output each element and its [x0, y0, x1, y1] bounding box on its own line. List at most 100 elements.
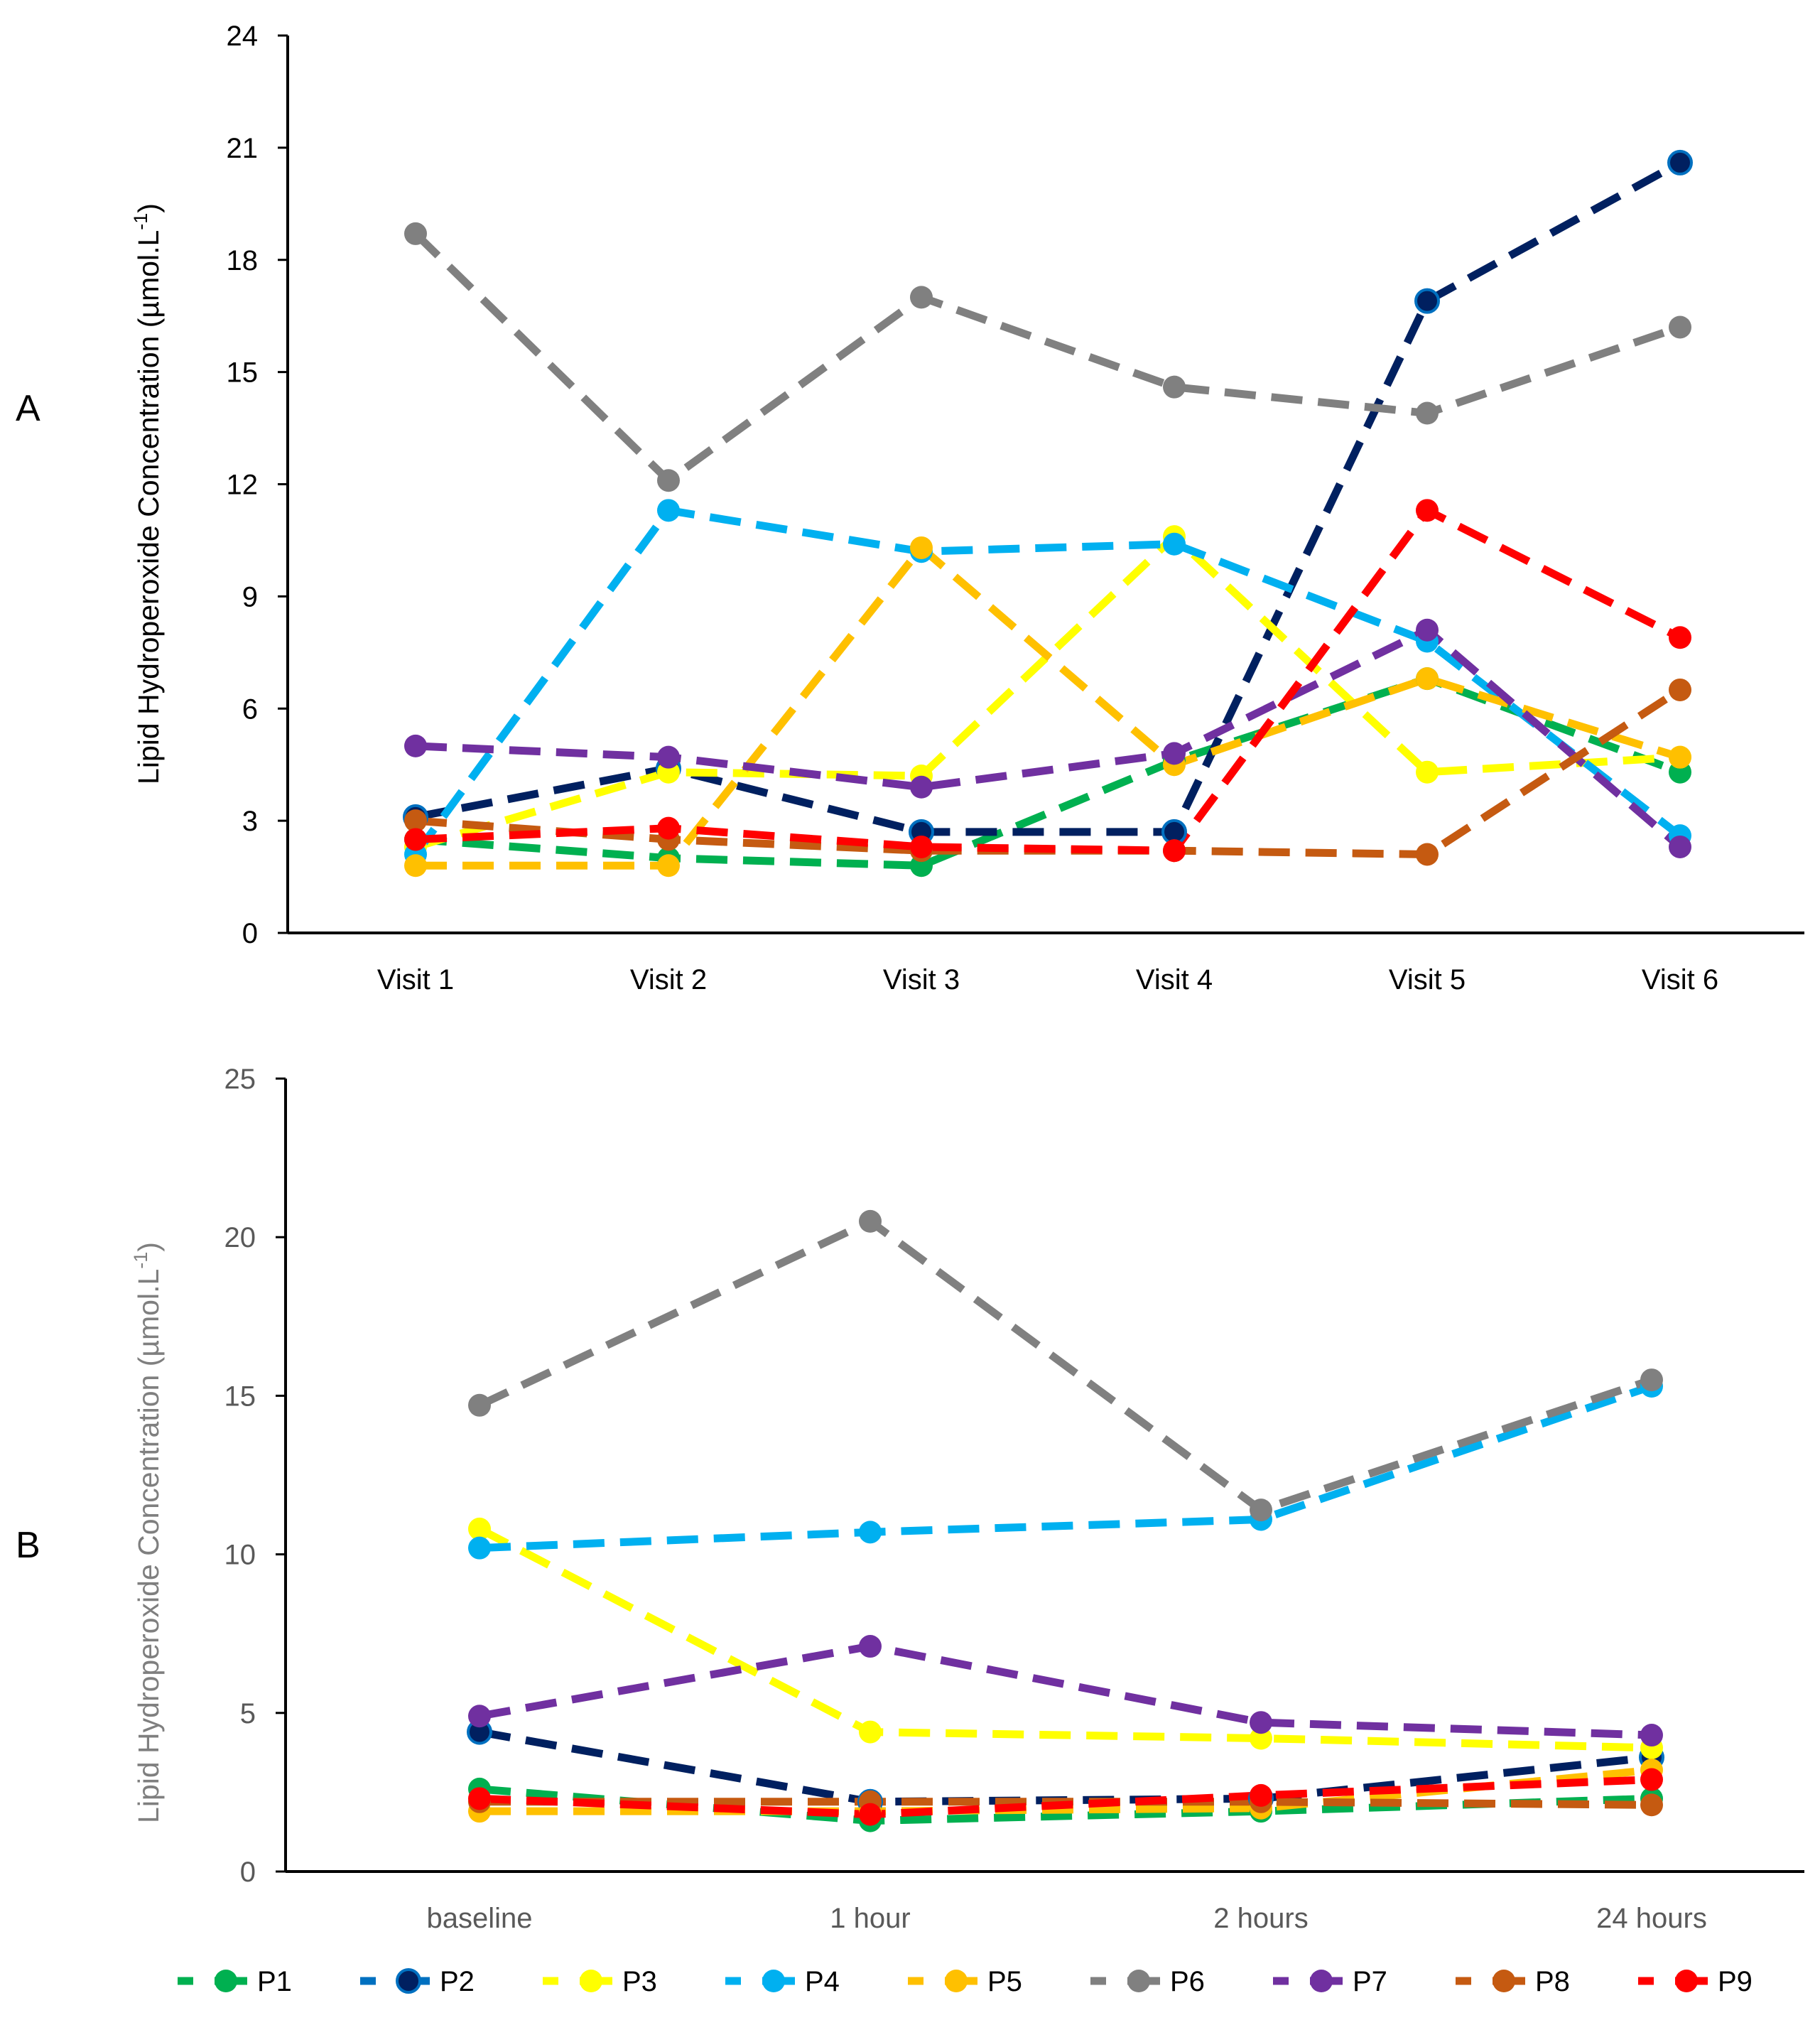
panel-b-point-p7	[1250, 1711, 1272, 1734]
panel-a-point-p8	[1669, 678, 1691, 701]
panel-a-point-p5	[404, 854, 427, 878]
panel-b-series-line-p6	[477, 1217, 1653, 1514]
panel-a-point-p6	[404, 222, 427, 245]
panel-a-point-p7	[910, 775, 933, 799]
panel-a-y-tick-label: 24	[227, 21, 259, 52]
panel-a-x-tick-label: Visit 6	[1642, 964, 1718, 995]
legend-label: P9	[1718, 1966, 1753, 1997]
legend-label: P2	[440, 1966, 475, 1997]
panel-a-point-p7	[1669, 835, 1691, 858]
panel-a-point-p9	[910, 835, 933, 858]
panel-a-series-line-p6	[413, 230, 1681, 485]
panel-b-y-tick-label: 15	[224, 1381, 256, 1412]
panel-a-series-line-p9	[415, 506, 1682, 855]
legend-label: P8	[1535, 1966, 1570, 1997]
panel-a-point-p8	[404, 809, 427, 833]
panel-b-point-p7	[859, 1635, 882, 1658]
panel-a-axes: 0 3 6 9 12 15 18 21 24 Visit 1 Visit 2 Visit 3 Visit…	[227, 21, 1804, 995]
panel-a-y-tick-label: 15	[227, 357, 259, 389]
legend-marker	[762, 1970, 785, 1992]
panel-b-point-p7	[468, 1705, 491, 1728]
panel-b-series-line-p7	[479, 1642, 1652, 1739]
panel-a-point-p7	[657, 745, 680, 769]
legend: P1 P2 P3 P4 P5 P6 P7 P8 P9	[178, 1966, 1753, 1997]
panel-a-point-p9	[1163, 839, 1186, 863]
panel-a-x-tick-label: Visit 2	[630, 964, 707, 995]
panel-b-point-p9	[859, 1803, 882, 1826]
panel-a-point-p2	[1667, 149, 1693, 176]
panel-b-y-tick-label: 25	[224, 1064, 256, 1095]
panel-b-series-line-p5	[480, 1766, 1652, 1815]
panel-b-label: B	[16, 1525, 40, 1566]
panel-a-markers	[403, 149, 1693, 878]
legend-entry-p7: P7	[1273, 1966, 1387, 1997]
panel-a-point-p9	[657, 816, 680, 840]
panel-a-point-p5	[657, 854, 680, 878]
panel-b: B 0 5 10 15 20 25 baseline 1 hour 2 hours 24 hour…	[16, 1064, 1804, 1934]
panel-a-point-p4	[1163, 532, 1186, 556]
legend-entry-p5: P5	[908, 1966, 1022, 1997]
panel-b-point-p8	[1640, 1793, 1663, 1817]
panel-b-point-p3	[859, 1720, 882, 1744]
legend-entry-p8: P8	[1456, 1966, 1570, 1997]
legend-label: P6	[1170, 1966, 1205, 1997]
panel-b-point-p4	[859, 1521, 882, 1544]
panel-b-y-axis-title: Lipid Hydroperoxide Concentration (µmol.…	[130, 1242, 165, 1823]
panel-b-axes: 0 5 10 15 20 25 baseline 1 hour 2 hours 24 hours	[224, 1064, 1804, 1934]
panel-b-x-tick-label: 1 hour	[830, 1903, 910, 1934]
panel-b-point-p4	[468, 1536, 491, 1560]
panel-a: A 0 3 6 9 12 15 18 21 24 Visit 1 Visit 2 Visit 3 Vis…	[16, 21, 1804, 995]
legend-marker	[1493, 1970, 1515, 1992]
panel-a-point-p4	[657, 499, 680, 522]
panel-b-point-p6	[468, 1393, 491, 1417]
panel-a-point-p7	[404, 734, 427, 757]
panel-a-point-p9	[404, 828, 427, 851]
legend-label: P1	[257, 1966, 292, 1997]
panel-b-point-p9	[1640, 1768, 1663, 1791]
legend-marker	[1675, 1970, 1698, 1992]
panel-a-point-p8	[1416, 843, 1439, 866]
panel-b-point-p3	[468, 1517, 491, 1540]
legend-marker	[1127, 1970, 1150, 1992]
panel-b-point-p3	[1250, 1727, 1272, 1750]
legend-label: P4	[805, 1966, 840, 1997]
panel-a-point-p6	[1163, 375, 1186, 399]
panel-a-x-tick-label: Visit 5	[1389, 964, 1466, 995]
panel-b-point-p6	[1250, 1498, 1272, 1522]
panel-b-y-tick-label: 20	[224, 1222, 256, 1253]
panel-b-y-tick-label: 5	[240, 1698, 256, 1729]
panel-a-series-line-p7	[415, 626, 1683, 850]
panel-a-series-line-p4	[412, 506, 1683, 857]
legend-entry-p6: P6	[1090, 1966, 1205, 1997]
legend-marker	[1310, 1970, 1333, 1992]
panel-b-point-p7	[1640, 1724, 1663, 1747]
panel-a-y-tick-label: 12	[227, 470, 259, 501]
panel-a-series-line-p2	[414, 159, 1682, 836]
panel-b-series-line-p9	[479, 1776, 1652, 1819]
panel-a-point-p9	[1416, 499, 1439, 522]
panel-a-y-tick-label: 18	[227, 245, 259, 276]
panel-a-y-axis-title: Lipid Hydroperoxide Concentration (µmol.…	[130, 203, 165, 784]
panel-a-point-p2	[1414, 288, 1440, 314]
panel-a-y-tick-label: 0	[242, 918, 258, 949]
panel-b-y-tick-label: 0	[240, 1857, 256, 1888]
panel-a-series-lines	[412, 159, 1683, 870]
legend-entry-p9: P9	[1638, 1966, 1753, 1997]
panel-a-point-p5	[1416, 667, 1439, 691]
legend-label: P5	[987, 1966, 1022, 1997]
panel-a-y-tick-label: 21	[227, 133, 259, 164]
panel-a-point-p6	[910, 286, 933, 309]
panel-b-series-lines	[477, 1217, 1653, 1825]
panel-a-point-p3	[1416, 760, 1439, 784]
panel-a-point-p9	[1669, 626, 1691, 649]
panel-a-point-p7	[1416, 618, 1439, 642]
panel-b-point-p6	[859, 1209, 882, 1233]
panel-a-label: A	[16, 388, 40, 429]
panel-b-point-p9	[1250, 1783, 1272, 1807]
legend-entry-p4: P4	[725, 1966, 840, 1997]
panel-a-series-line-p5	[416, 544, 1681, 870]
panel-b-markers	[467, 1209, 1664, 1832]
legend-marker	[945, 1970, 968, 1992]
panel-a-y-tick-label: 9	[242, 581, 258, 612]
